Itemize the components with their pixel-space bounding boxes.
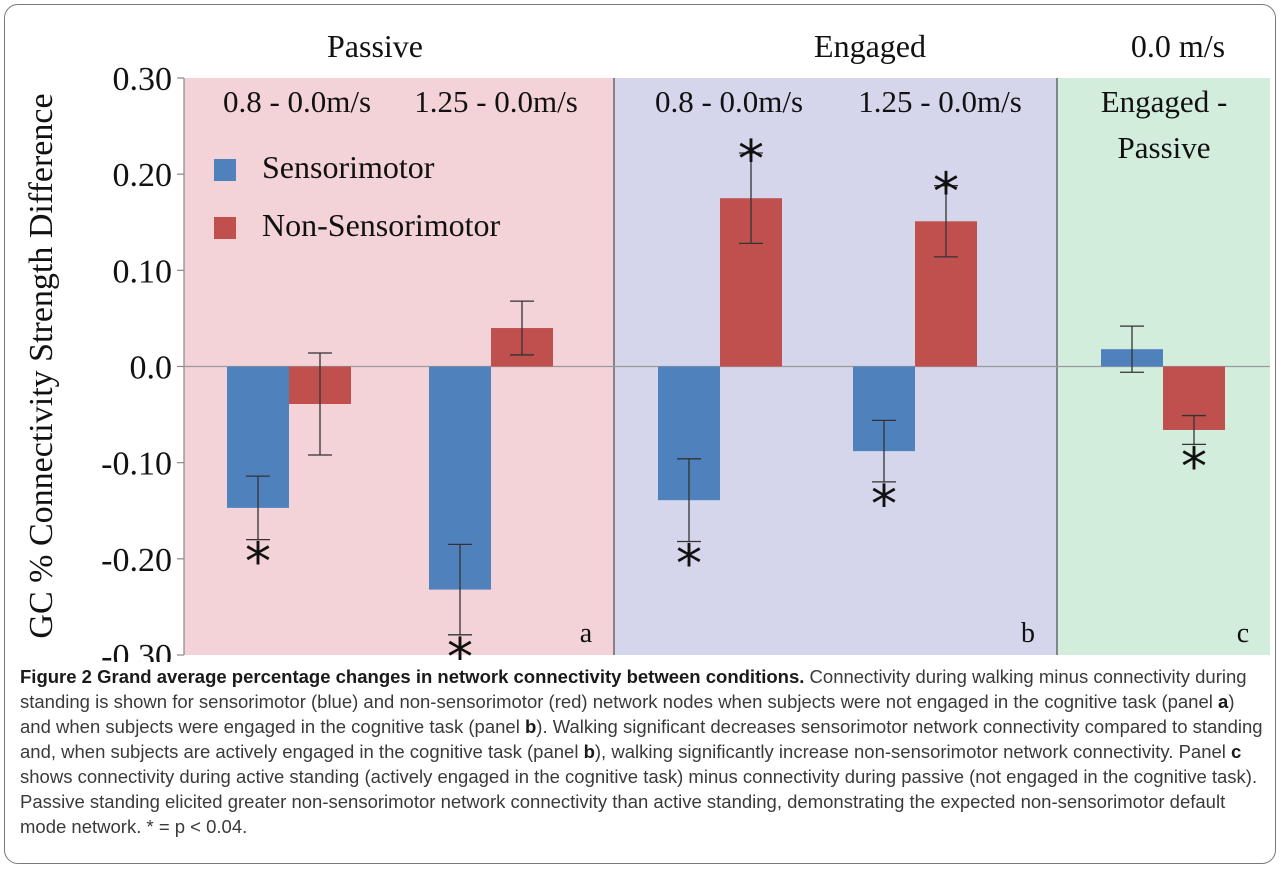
caption-text-4: ), walking significantly increase non-se… xyxy=(594,741,1232,762)
significance-star: * xyxy=(871,475,897,535)
group-label: Passive xyxy=(1118,130,1211,165)
legend-swatch xyxy=(214,217,236,239)
caption-panel-a-ref: a xyxy=(1218,691,1229,712)
significance-star: * xyxy=(245,533,271,593)
panel-letter: b xyxy=(1021,618,1035,649)
caption-text-5: shows connectivity during active standin… xyxy=(20,766,1258,837)
group-label: 0.8 - 0.0m/s xyxy=(655,84,803,119)
y-tick-label: 0.20 xyxy=(113,157,173,194)
caption-text-3: ). Walking significant decreases sensori… xyxy=(20,716,1263,762)
significance-star: * xyxy=(1181,437,1207,497)
y-tick-label: -0.10 xyxy=(101,446,172,483)
panel-letter: c xyxy=(1237,618,1249,649)
figure-caption: Figure 2 Grand average percentage change… xyxy=(20,664,1270,839)
panel-letter: a xyxy=(580,618,593,649)
y-tick-label: -0.30 xyxy=(101,638,172,662)
caption-text-2: ) and when subjects were engaged in the … xyxy=(20,691,1235,737)
group-label: Engaged - xyxy=(1101,84,1228,119)
group-label: 1.25 - 0.0m/s xyxy=(414,84,578,119)
legend-swatch xyxy=(214,159,236,181)
caption-panel-b-ref: b xyxy=(583,741,595,762)
y-tick-label: 0.0 xyxy=(130,350,173,387)
significance-star: * xyxy=(447,628,473,662)
caption-panel-b-ref: b xyxy=(524,716,537,737)
caption-panel-c-ref: c xyxy=(1231,741,1242,762)
y-tick-label: 0.10 xyxy=(113,253,173,290)
legend-label: Non-Sensorimotor xyxy=(262,207,501,243)
panel-title: Passive xyxy=(327,28,423,64)
panel-title: 0.0 m/s xyxy=(1131,28,1225,64)
significance-star: * xyxy=(933,163,959,223)
legend-label: Sensorimotor xyxy=(262,149,435,185)
significance-star: * xyxy=(676,535,702,595)
caption-text-1: Connectivity during walking minus connec… xyxy=(20,666,1247,712)
group-label: 1.25 - 0.0m/s xyxy=(858,84,1022,119)
caption-title: Figure 2 Grand average percentage change… xyxy=(20,666,805,687)
panel-title: Engaged xyxy=(814,28,926,64)
y-axis-title: GC % Connectivity Strength Difference xyxy=(23,93,60,638)
significance-star: * xyxy=(738,130,764,190)
y-tick-label: 0.30 xyxy=(113,61,173,98)
y-tick-label: -0.20 xyxy=(101,542,172,579)
group-label: 0.8 - 0.0m/s xyxy=(223,84,371,119)
bar-chart: 0.30 0.20 0.10 0.0 -0.10 -0.20 -0.30 GC % Conne… xyxy=(23,28,1270,662)
